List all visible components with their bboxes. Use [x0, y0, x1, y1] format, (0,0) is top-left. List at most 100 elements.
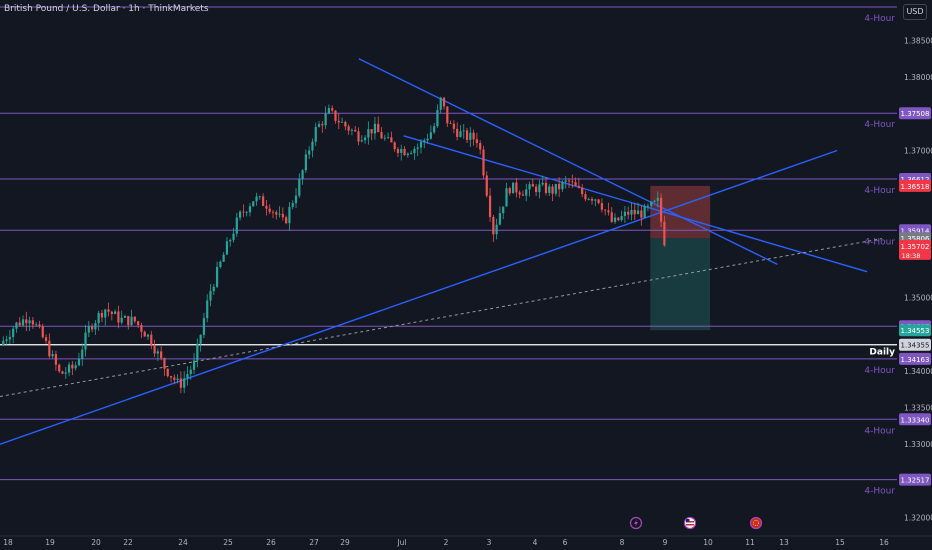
candle-body-17 — [58, 364, 61, 372]
candle-body-115 — [380, 132, 383, 139]
candle-body-175 — [577, 185, 580, 188]
lightning-glyph — [634, 519, 638, 527]
candle-body-79 — [262, 196, 265, 206]
candle-body-145 — [479, 143, 482, 150]
candle-body-21 — [71, 364, 74, 369]
candle-body-28 — [94, 323, 97, 330]
candle-body-185 — [610, 212, 613, 222]
level-badge-6 — [899, 413, 931, 426]
candle-body-129 — [426, 138, 429, 141]
candle-body-179 — [590, 198, 594, 201]
candle-body-198 — [653, 200, 656, 202]
candle-body-20 — [67, 364, 71, 373]
candle-body-51 — [169, 376, 173, 378]
candle-body-84 — [278, 213, 281, 215]
x-tick-14: 8 — [620, 538, 625, 547]
level-value-6: 1.33340 — [901, 416, 930, 424]
level-label-6: 4-Hour — [864, 426, 895, 436]
candle-body-123 — [406, 153, 409, 156]
candle-body-131 — [433, 126, 436, 133]
us-flag-stripe-1 — [686, 521, 694, 523]
candle-body-82 — [271, 211, 275, 213]
candle-body-197 — [650, 201, 653, 206]
x-tick-15: 9 — [663, 538, 668, 547]
level-value-7: 1.32517 — [901, 477, 930, 485]
candle-body-135 — [446, 106, 449, 124]
candle-body-90 — [298, 179, 301, 196]
candle-body-150 — [495, 224, 498, 235]
candle-body-192 — [633, 209, 636, 215]
y-tick-0: 1.38500 — [904, 36, 932, 45]
candle-body-27 — [90, 326, 94, 330]
candle-body-167 — [551, 186, 554, 194]
candle-body-39 — [130, 316, 133, 326]
daily-level-label: Daily — [869, 348, 895, 358]
candle-body-178 — [587, 198, 590, 200]
candle-body-72 — [238, 211, 242, 218]
candle-body-130 — [429, 132, 432, 139]
candle-body-36 — [120, 317, 123, 323]
chart-title: British Pound / U.S. Dollar · 1h · Think… — [4, 4, 209, 14]
level-value-5: 1.34163 — [901, 356, 930, 364]
x-tick-5: 25 — [223, 538, 233, 547]
candle-body-170 — [561, 181, 564, 190]
candle-body-94 — [311, 141, 314, 151]
candle-body-186 — [613, 217, 617, 222]
candle-body-19 — [64, 372, 67, 374]
candle-body-8 — [28, 320, 31, 324]
candle-body-33 — [110, 311, 113, 315]
candle-body-49 — [163, 358, 166, 369]
candle-body-104 — [344, 121, 347, 127]
candle-body-124 — [410, 153, 413, 155]
candle-body-109 — [360, 140, 363, 142]
x-tick-8: 29 — [340, 538, 350, 547]
currency-button[interactable]: USD — [903, 4, 927, 20]
x-tick-16: 10 — [703, 538, 713, 547]
candle-body-75 — [248, 206, 252, 213]
candle-body-95 — [314, 126, 317, 142]
candle-body-193 — [636, 210, 640, 215]
candle-body-106 — [350, 129, 354, 131]
x-tick-4: 24 — [178, 538, 188, 547]
candle-body-87 — [288, 206, 291, 224]
x-tick-0: 18 — [3, 538, 13, 547]
candle-body-112 — [370, 129, 373, 134]
x-tick-20: 16 — [879, 538, 889, 547]
candle-body-114 — [377, 123, 380, 133]
candle-body-183 — [604, 209, 607, 211]
price-badge-value-2: 1.35702 — [901, 243, 930, 251]
candle-body-121 — [400, 148, 403, 153]
candle-body-100 — [331, 108, 334, 111]
x-tick-3: 22 — [123, 538, 133, 547]
candle-body-2 — [8, 336, 11, 340]
candle-body-61 — [202, 318, 206, 335]
candle-body-43 — [143, 331, 146, 337]
candle-body-12 — [41, 326, 44, 338]
candle-body-191 — [630, 209, 633, 215]
x-tick-12: 4 — [533, 538, 538, 547]
candle-body-143 — [472, 132, 475, 140]
y-tick-5: 1.33500 — [904, 404, 932, 413]
candle-body-113 — [373, 123, 377, 134]
lightning-icon — [629, 516, 643, 530]
candle-body-176 — [581, 187, 584, 195]
candle-body-11 — [38, 324, 41, 327]
candle-body-118 — [390, 137, 393, 143]
candle-body-122 — [403, 148, 406, 156]
price-badge-value-0: 1.36518 — [901, 183, 930, 191]
candle-body-78 — [258, 196, 261, 198]
take-profit-zone — [650, 238, 711, 331]
candle-body-99 — [327, 108, 330, 114]
y-tick-3: 1.35000 — [904, 293, 932, 302]
candle-body-154 — [508, 188, 511, 194]
candle-body-96 — [317, 124, 321, 127]
candle-body-22 — [74, 365, 77, 369]
candle-body-117 — [387, 137, 390, 139]
level-badge-1 — [899, 107, 931, 120]
daily-level-badge — [899, 338, 931, 351]
candle-body-163 — [538, 184, 541, 193]
candle-body-4 — [15, 322, 18, 329]
candle-body-85 — [281, 213, 284, 218]
